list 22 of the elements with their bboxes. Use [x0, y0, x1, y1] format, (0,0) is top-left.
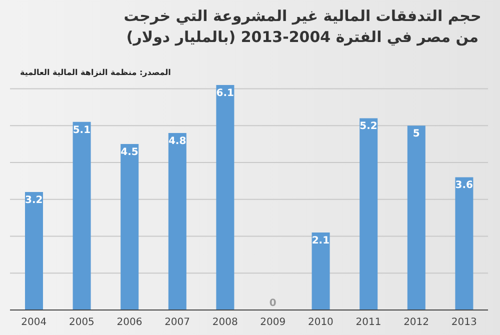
data-label: 2.1 — [312, 236, 330, 247]
x-tick-label: 2008 — [212, 317, 238, 328]
data-label: 4.8 — [168, 136, 186, 147]
x-tick-label: 2010 — [308, 317, 334, 328]
text: المصدر: منظمة النزاهة المالية العالمية — [20, 68, 171, 77]
x-tick-label: 2012 — [404, 317, 430, 328]
data-label: 3.2 — [25, 194, 43, 206]
data-label: 3.6 — [455, 180, 473, 192]
x-tick-label: 2013 — [451, 317, 477, 328]
x-tick-label: 2004 — [21, 317, 47, 328]
data-label: 0 — [269, 298, 276, 309]
data-label: 4.5 — [120, 147, 138, 158]
data-label: 5.2 — [360, 121, 378, 132]
data-label: 5 — [412, 128, 420, 140]
x-tick-label: 2006 — [116, 317, 142, 328]
x-tick-label: 2009 — [260, 317, 286, 328]
x-tick-label: 2005 — [68, 317, 94, 328]
x-tick-label: 2007 — [164, 317, 190, 328]
data-label: 5.1 — [72, 124, 91, 136]
data-label: 6.1 — [216, 88, 234, 99]
chart-title: حجم التدفقات المالية غير المشروعة التي خرجت من مصر في الفترة 2004-2013 (بالمليار دولار) — [122, 6, 482, 48]
x-tick-label: 2011 — [356, 317, 382, 328]
